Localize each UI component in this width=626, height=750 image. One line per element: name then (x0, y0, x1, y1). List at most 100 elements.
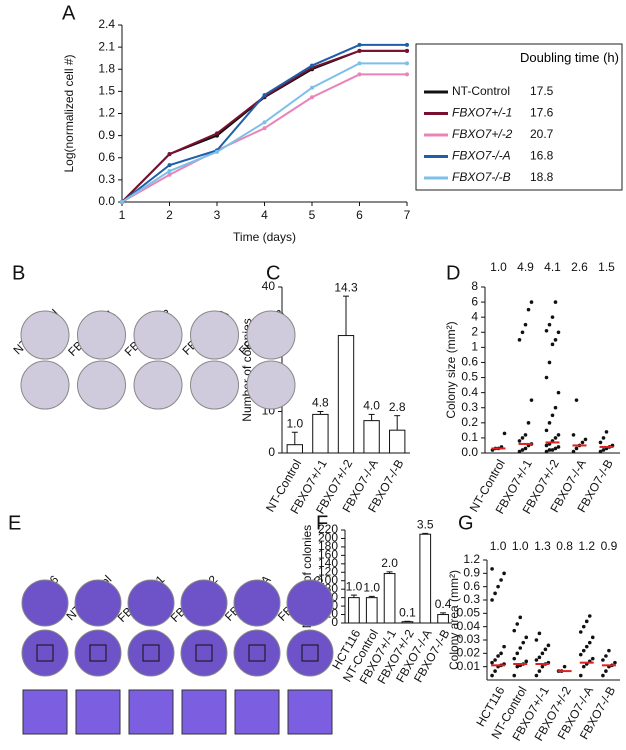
dot (590, 635, 595, 640)
inset-box (89, 644, 107, 662)
panel-letter: C (266, 262, 280, 284)
point (357, 42, 362, 47)
dot (534, 673, 539, 678)
plate (133, 360, 183, 410)
legend-box (415, 43, 623, 191)
annotation: 2.8 (389, 400, 406, 414)
legend-label: FBXO7+/-1 (452, 106, 512, 120)
dot (517, 439, 522, 443)
dot (604, 669, 608, 673)
annotation: 2.6 (571, 260, 588, 274)
annotation: 4.1 (544, 260, 561, 274)
annotation: 4.0 (363, 399, 380, 413)
y-tick-label: 1.2 (98, 106, 115, 120)
dot (544, 328, 549, 333)
plate (286, 579, 334, 627)
y-tick-label: 0.6 (461, 355, 478, 369)
point (310, 63, 314, 68)
dot (581, 664, 586, 669)
dot (571, 433, 576, 437)
inset (181, 689, 227, 735)
y-tick-label: 0.2 (461, 415, 478, 429)
bar (286, 444, 303, 454)
bar (363, 420, 380, 454)
panel-letter: E (8, 512, 21, 534)
dot (553, 338, 558, 342)
dot (540, 651, 545, 656)
inset (75, 689, 121, 735)
plate (127, 579, 175, 627)
dot (523, 322, 528, 327)
y-axis-label: Colony size (mm²) (444, 321, 458, 418)
dot (499, 651, 503, 656)
dot (524, 635, 529, 640)
annotation: 2.0 (381, 556, 398, 570)
doubling-time: 16.8 (530, 149, 554, 163)
dot (534, 638, 539, 642)
y-tick-label: 1 (471, 340, 478, 354)
dot (562, 664, 567, 669)
dot (581, 648, 586, 653)
dot (601, 436, 606, 440)
y-tick-label: 0.9 (463, 566, 480, 580)
point (262, 126, 267, 131)
y-tick-label: 0 (268, 445, 275, 459)
dot (537, 669, 542, 673)
annotation: 1.0 (512, 539, 529, 553)
y-tick-label: 0.03 (457, 632, 481, 646)
dot (583, 437, 588, 442)
dot (515, 651, 520, 656)
dot (523, 446, 528, 451)
point (310, 95, 314, 100)
bar (312, 413, 329, 454)
dot (502, 571, 506, 576)
plate (180, 629, 228, 677)
inset-box (248, 644, 266, 662)
y-tick-label: 0.5 (461, 370, 478, 384)
y-axis-label: Colony area (mm²) (447, 570, 461, 670)
annotation: 0.4 (435, 597, 452, 611)
plate (133, 310, 183, 360)
point (167, 169, 172, 174)
dot (518, 615, 523, 620)
x-tick-label: 1 (119, 208, 126, 222)
dot (547, 448, 552, 452)
dot (520, 330, 525, 335)
point (357, 61, 362, 66)
y-tick-label: 0.3 (98, 172, 115, 186)
dot (529, 300, 534, 304)
y-tick-label: 2 (471, 324, 478, 338)
plate (286, 629, 334, 677)
dot (553, 446, 558, 451)
panel-letter: B (12, 262, 25, 284)
dot (607, 648, 611, 653)
point (215, 131, 219, 136)
dot (544, 449, 549, 454)
y-axis-label: Log(normalized cell #) (62, 54, 76, 172)
point (357, 72, 362, 77)
dot (601, 673, 605, 678)
legend-label: NT-Control (452, 84, 510, 98)
dot (550, 413, 555, 418)
dot (587, 640, 592, 645)
point (167, 163, 172, 168)
dot (524, 659, 529, 664)
plate (233, 579, 281, 627)
panel-letter: F (316, 512, 328, 534)
annotation: 1.0 (363, 581, 380, 595)
dot (553, 436, 558, 440)
inset-box (301, 644, 319, 662)
dot (512, 628, 517, 633)
dot (493, 669, 497, 673)
plate (190, 360, 239, 410)
point (405, 61, 409, 66)
plate (77, 310, 126, 360)
dot (529, 398, 534, 402)
y-tick-label: 1.8 (98, 61, 115, 75)
y-tick-label: 0.0 (461, 445, 478, 459)
plate (21, 579, 69, 627)
dot (518, 646, 523, 650)
dot (502, 431, 507, 436)
